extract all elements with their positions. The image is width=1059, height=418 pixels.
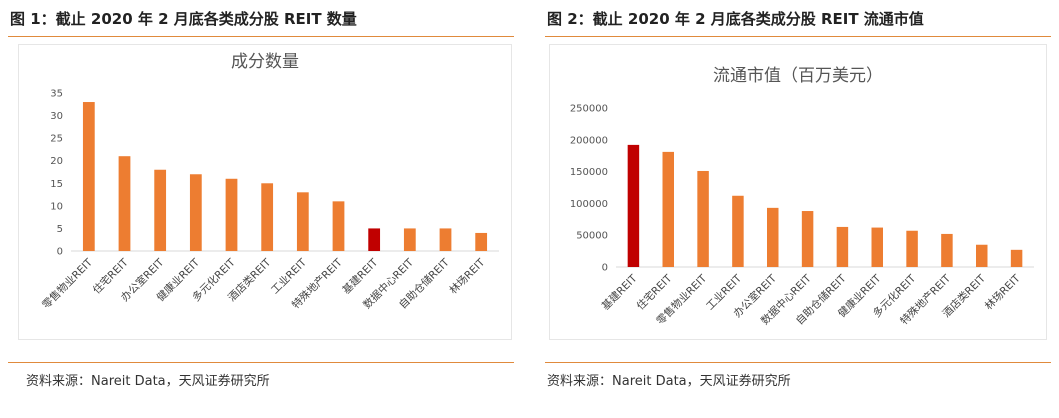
- figure-2-source: 资料来源：Nareit Data，天风证券研究所: [547, 374, 791, 389]
- chart-1-bar: [475, 232, 488, 251]
- figure-2-panel: 图 2：截止 2020 年 2 月底各类成分股 REIT 流通市值 流通市值（百…: [537, 0, 1059, 418]
- chart-2-y-tick-label: 200000: [570, 135, 608, 146]
- chart-1-y-tick-label: 35: [50, 89, 63, 100]
- chart-2-container: 流通市值（百万美元） 0 50000 100000 150000 200000 250000…: [549, 44, 1047, 340]
- chart-1-bar: [82, 102, 95, 252]
- figure-2-top-rule: [545, 36, 1051, 37]
- chart-2-category-label: 基建REIT: [599, 272, 640, 313]
- chart-2-bar: [767, 207, 779, 267]
- figure-1-source: 资料来源：Nareit Data，天风证券研究所: [26, 374, 270, 389]
- chart-2-bar: [662, 151, 674, 267]
- figure-1-bottom-rule: [8, 362, 514, 363]
- chart-1-y-tick-label: 10: [50, 201, 63, 212]
- chart-2-bar: [976, 244, 988, 267]
- chart-1-y-tick-label: 0: [57, 247, 63, 258]
- chart-2-y-tick-label: 150000: [570, 167, 608, 178]
- chart-1-bar: [154, 169, 167, 251]
- chart-1-bar: [189, 174, 202, 251]
- figure-1-top-rule: [8, 36, 514, 37]
- chart-2-bar: [836, 226, 849, 267]
- chart-1-y-tick-label: 30: [50, 111, 63, 122]
- chart-1-container: 成分数量 0 5 10 15 20 25 30 35 零售物业REIT 住宅REIT 办公室REIT 健…: [18, 44, 512, 340]
- chart-2-bar: [697, 170, 709, 267]
- chart-1-bar: [118, 156, 131, 251]
- chart-2-y-tick-label: 0: [602, 263, 608, 274]
- figure-1-panel: 图 1：截止 2020 年 2 月底各类成分股 REIT 数量 成分数量 0 5 10…: [0, 0, 522, 418]
- chart-1-bar: [296, 192, 309, 251]
- chart-1-bar: [225, 178, 238, 251]
- chart-2-y-tick-label: 100000: [570, 199, 608, 210]
- chart-1-category-label: 林场REIT: [447, 256, 488, 297]
- chart-2-bar: [906, 230, 918, 267]
- chart-2-bar: [801, 211, 814, 267]
- chart-1-category-label: 零售物业REIT: [39, 256, 95, 312]
- chart-1-y-tick-label: 20: [50, 156, 63, 167]
- chart-2-svg: 流通市值（百万美元） 0 50000 100000 150000 200000 250000…: [570, 66, 1034, 327]
- chart-1-y-tick-label: 25: [50, 134, 63, 145]
- chart-2-bar: [732, 195, 744, 267]
- figure-1-title: 图 1：截止 2020 年 2 月底各类成分股 REIT 数量: [10, 10, 357, 28]
- chart-1-bar: [261, 183, 274, 251]
- chart-2-bar: [871, 227, 883, 267]
- chart-1-svg: 成分数量05101520253035零售物业REIT住宅REIT办公室REIT健…: [39, 52, 499, 312]
- chart-1-title: 成分数量: [231, 52, 299, 72]
- chart-2-bar: [941, 233, 953, 267]
- chart-2-y-tick-label: 50000: [576, 231, 608, 242]
- figure-2-title: 图 2：截止 2020 年 2 月底各类成分股 REIT 流通市值: [547, 10, 924, 28]
- chart-2-bar: [1010, 249, 1023, 267]
- chart-1-bar: [332, 201, 345, 251]
- figure-2-bottom-rule: [545, 362, 1051, 363]
- chart-1-bar: [439, 228, 452, 251]
- chart-1-y-tick-label: 5: [57, 224, 63, 235]
- chart-2-y-tick-label: 250000: [570, 104, 608, 115]
- chart-2-category-label: 林场REIT: [982, 272, 1023, 313]
- chart-1-y-tick-label: 15: [50, 179, 63, 190]
- chart-1-bar: [368, 228, 381, 251]
- chart-1-bar: [403, 228, 416, 251]
- chart-2-title: 流通市值（百万美元）: [713, 66, 883, 86]
- chart-2-bar: [627, 144, 640, 267]
